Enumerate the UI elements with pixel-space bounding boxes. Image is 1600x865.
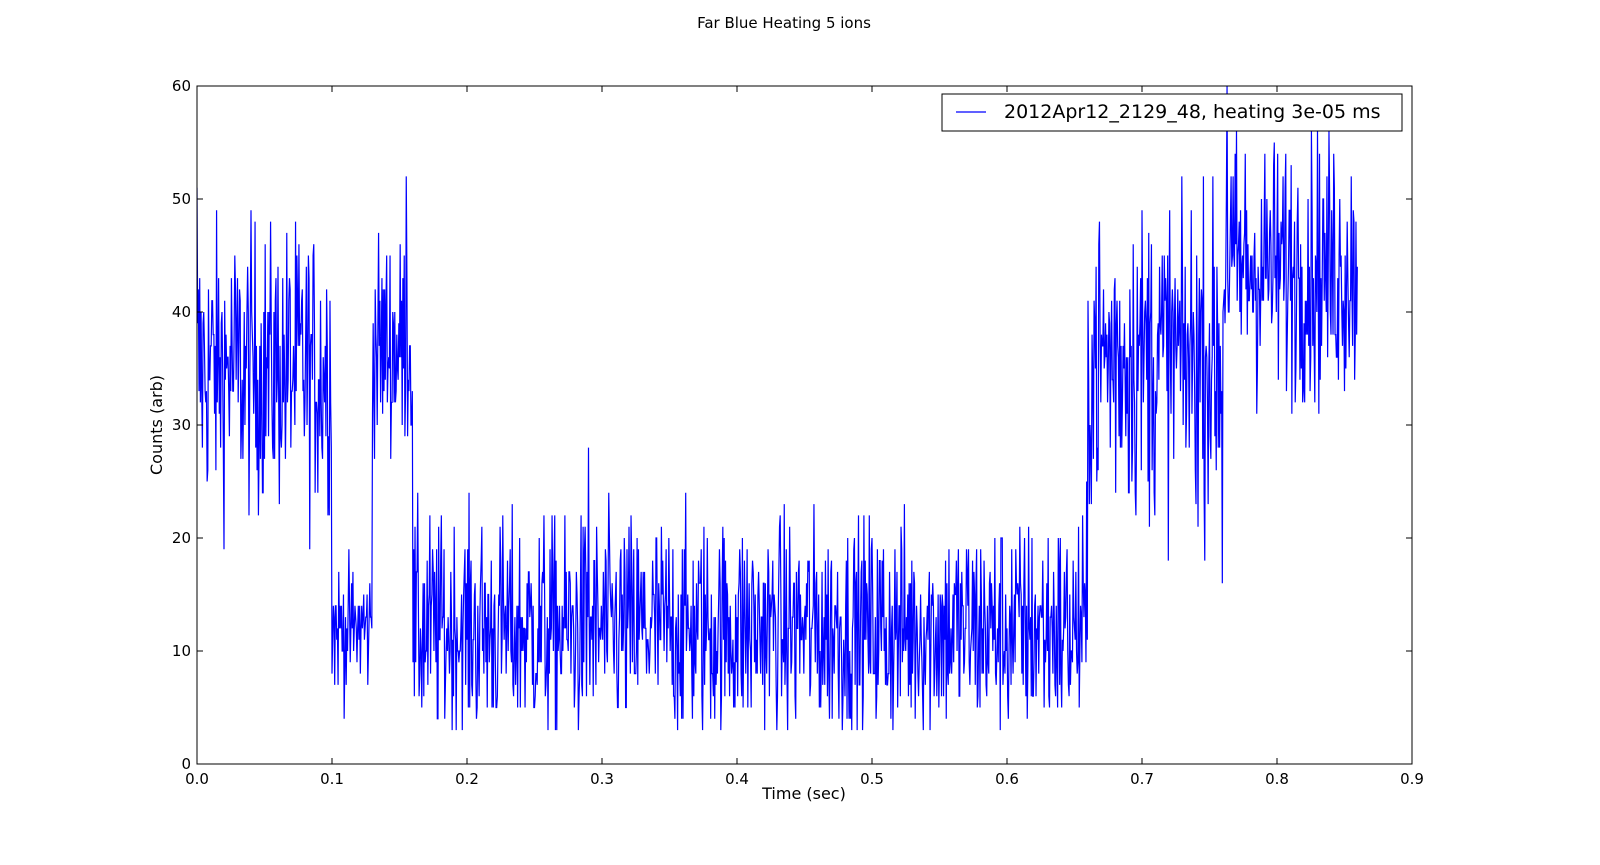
chart-title: Far Blue Heating 5 ions xyxy=(697,14,871,32)
x-axis-label: Time (sec) xyxy=(761,784,846,803)
x-axis: 0.0 0.1 0.2 0.3 0.4 0.5 0.6 0.7 0.8 0.9 xyxy=(185,86,1424,788)
legend-box xyxy=(941,93,1403,132)
x-tick-label: 0.8 xyxy=(1265,770,1289,788)
x-tick-label: 0.4 xyxy=(725,770,749,788)
x-tick-label: 0.7 xyxy=(1130,770,1154,788)
x-tick-label: 0.6 xyxy=(995,770,1019,788)
legend: 2012Apr12_2129_48, heating 3e-05 ms xyxy=(941,93,1403,132)
plot-area xyxy=(196,85,1413,765)
y-tick-label: 60 xyxy=(172,77,191,95)
x-tick-label: 0.5 xyxy=(860,770,884,788)
x-tick-label: 0.3 xyxy=(590,770,614,788)
y-tick-label: 50 xyxy=(172,190,191,208)
series-line xyxy=(197,86,1358,731)
x-tick-label: 0.9 xyxy=(1400,770,1424,788)
x-tick-label: 0.2 xyxy=(455,770,479,788)
y-tick-label: 10 xyxy=(172,642,191,660)
y-tick-label: 0 xyxy=(181,755,191,773)
y-tick-label: 40 xyxy=(172,303,191,321)
legend-series-label: 2012Apr12_2129_48, heating 3e-05 ms xyxy=(1004,101,1381,123)
x-tick-label: 0.0 xyxy=(185,770,209,788)
y-axis-label: Counts (arb) xyxy=(147,375,166,475)
series-group xyxy=(197,86,1358,731)
y-tick-label: 20 xyxy=(172,529,191,547)
x-tick-label: 0.1 xyxy=(320,770,344,788)
y-axis: 0 10 20 30 40 50 60 xyxy=(172,77,1412,773)
y-tick-label: 30 xyxy=(172,416,191,434)
